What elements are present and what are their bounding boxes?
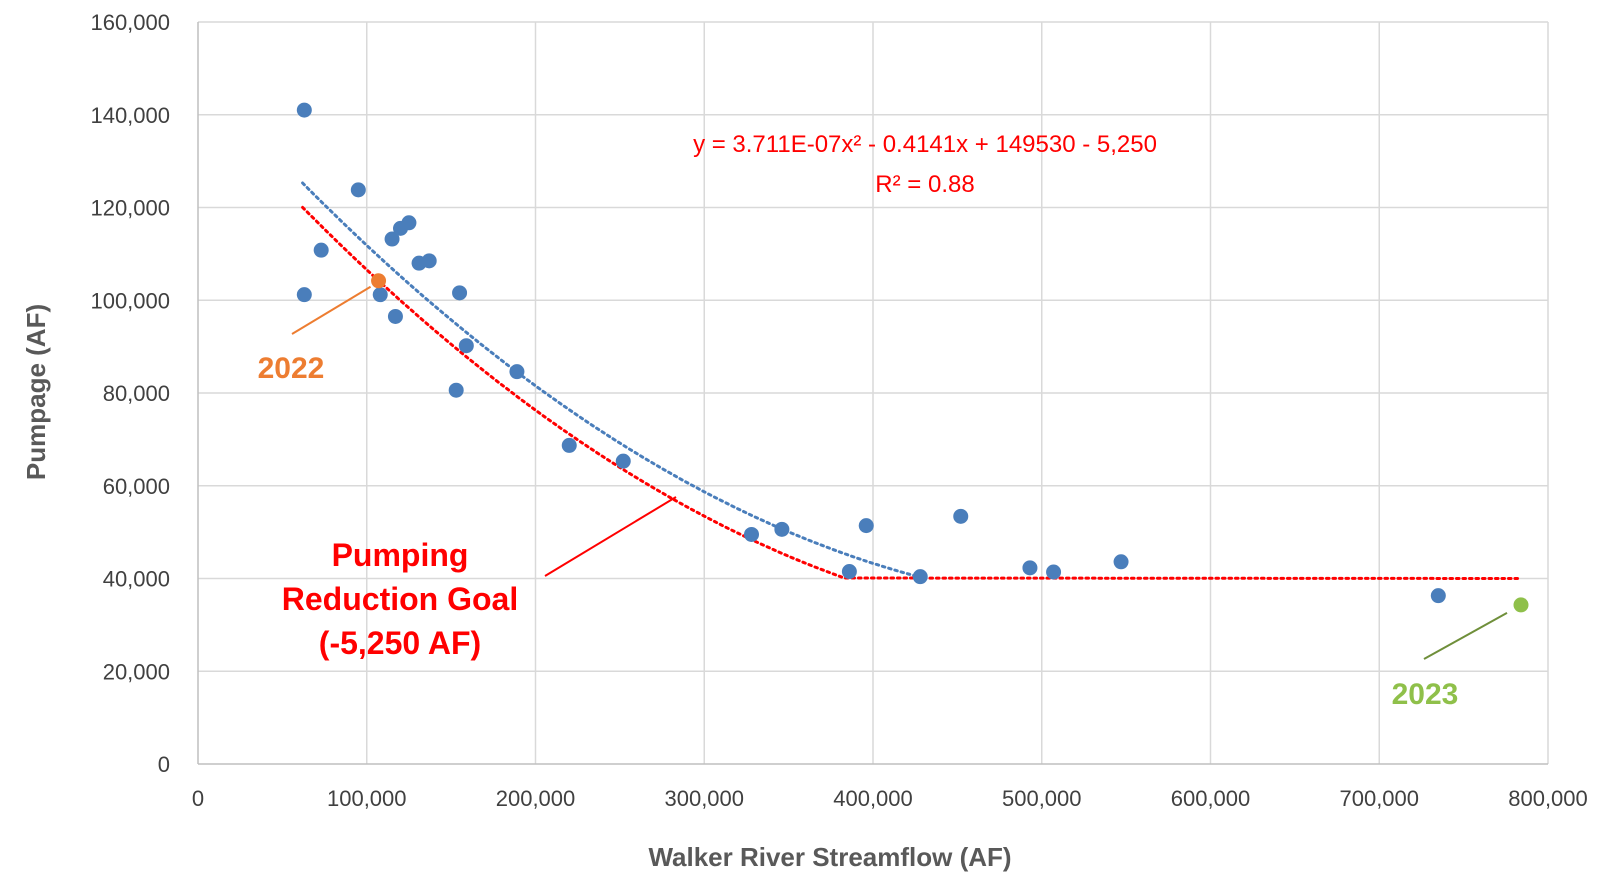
x-tick-label: 600,000 xyxy=(1171,786,1251,811)
data-point xyxy=(1022,560,1038,576)
x-tick-label: 400,000 xyxy=(833,786,913,811)
data-point xyxy=(401,215,417,231)
x-axis-title: Walker River Streamflow (AF) xyxy=(648,842,1011,872)
goal-label-line2: Reduction Goal xyxy=(282,581,518,617)
y-tick-label: 160,000 xyxy=(90,10,170,35)
data-point xyxy=(561,437,577,453)
data-point xyxy=(421,253,437,269)
y-tick-label: 60,000 xyxy=(103,474,170,499)
callouts xyxy=(291,285,1508,660)
y-tick-label: 120,000 xyxy=(90,196,170,221)
data-point xyxy=(615,453,631,469)
trendline-equation: y = 3.711E-07x² - 0.4141x + 149530 - 5,2… xyxy=(693,131,1157,158)
callout-goal-leader xyxy=(544,496,677,577)
x-tick-label: 300,000 xyxy=(664,786,744,811)
data-point xyxy=(350,182,366,198)
data-point xyxy=(774,521,790,537)
x-tick-label: 100,000 xyxy=(327,786,407,811)
x-tick-label: 200,000 xyxy=(496,786,576,811)
goal-label-line1: Pumping xyxy=(332,537,469,573)
data-point xyxy=(744,526,759,542)
data-point-2022 xyxy=(371,273,387,289)
x-tick-label: 800,000 xyxy=(1508,786,1588,811)
axes xyxy=(197,22,1548,765)
trendlines xyxy=(301,181,1520,580)
y-tick-label: 80,000 xyxy=(103,381,170,406)
data-point xyxy=(296,102,312,118)
y-tick-label: 40,000 xyxy=(103,567,170,592)
x-tick-label: 0 xyxy=(192,786,204,811)
data-point xyxy=(372,287,388,303)
data-point xyxy=(1430,588,1446,604)
callout-2022-label: 2022 xyxy=(258,352,325,385)
y-tick-label: 100,000 xyxy=(90,288,170,313)
polynomial-trendline xyxy=(301,181,917,578)
y-tick-label: 20,000 xyxy=(103,659,170,684)
x-tick-label: 700,000 xyxy=(1339,786,1419,811)
data-point xyxy=(296,287,312,303)
data-point xyxy=(452,285,468,301)
data-point xyxy=(841,564,857,580)
data-point xyxy=(387,308,403,324)
data-point xyxy=(858,518,874,534)
callout-2022-leader xyxy=(291,285,372,335)
tick-labels: 0 100,000 200,000 300,000 400,000 500,000 600,… xyxy=(90,10,1587,811)
r-squared-label: R² = 0.88 xyxy=(875,171,974,198)
y-tick-label: 0 xyxy=(158,752,170,777)
data-point xyxy=(458,338,474,354)
data-point xyxy=(953,508,969,524)
data-point xyxy=(509,364,525,380)
data-points xyxy=(296,102,1529,613)
data-point xyxy=(448,382,464,398)
data-point xyxy=(1046,564,1062,580)
y-tick-label: 140,000 xyxy=(90,103,170,128)
x-tick-label: 500,000 xyxy=(1002,786,1082,811)
y-axis-title: Pumpage (AF) xyxy=(21,304,51,480)
callout-2023-label: 2023 xyxy=(1392,678,1459,711)
data-point xyxy=(384,231,400,247)
data-point xyxy=(912,569,928,585)
data-point xyxy=(313,242,329,258)
reduction-goal-line xyxy=(301,205,1520,580)
data-point-2023 xyxy=(1513,597,1529,613)
callout-2023-leader xyxy=(1423,612,1508,660)
goal-label-line3: (-5,250 AF) xyxy=(319,625,481,661)
data-point xyxy=(1113,554,1129,570)
